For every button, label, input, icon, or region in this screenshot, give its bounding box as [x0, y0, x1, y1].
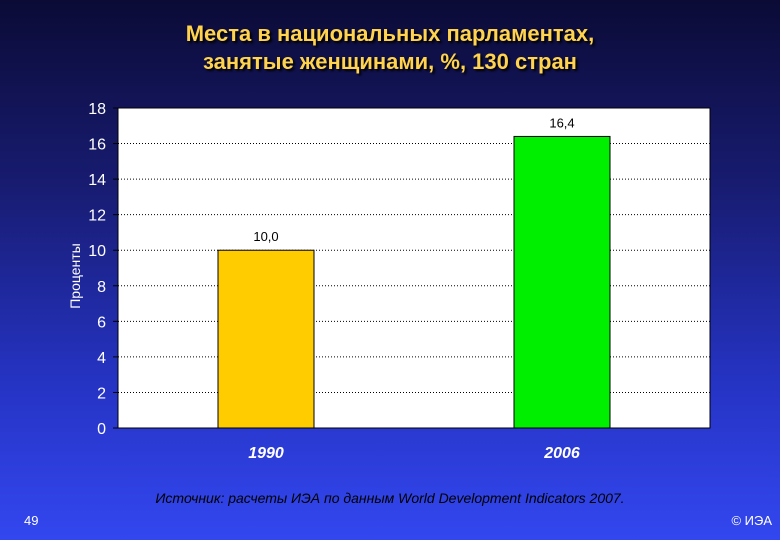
- plot-area: [117, 107, 711, 429]
- y-tick-label: 18: [88, 101, 106, 118]
- y-tick-label: 10: [88, 243, 106, 260]
- y-tick-label: 2: [97, 385, 106, 402]
- bar-2006: [513, 135, 611, 429]
- copyright: © ИЭА: [731, 513, 772, 528]
- x-tick-label-2006: 2006: [543, 445, 580, 462]
- y-tick-label: 14: [88, 172, 106, 189]
- y-tick-label: 16: [88, 137, 106, 154]
- x-tick-label-1990: 1990: [248, 445, 284, 462]
- y-tick-label: 6: [97, 314, 106, 331]
- title-line-1: Места в национальных парламентах,: [185, 21, 595, 46]
- bar-1990: [217, 249, 315, 429]
- data-label-1990: 10,0: [253, 229, 278, 244]
- data-label-2006: 16,4: [549, 115, 574, 130]
- y-tick-label: 0: [97, 421, 106, 438]
- y-tick-label: 8: [97, 279, 106, 296]
- title-line-2: занятые женщинами, %, 130 стран: [203, 49, 577, 74]
- y-tick-label: 12: [88, 208, 106, 225]
- chart-title: Места в национальных парламентах, заняты…: [0, 20, 780, 76]
- page-number: 49: [24, 513, 39, 528]
- y-tick-label: 4: [97, 350, 106, 367]
- y-axis-title: Проценты: [67, 243, 83, 309]
- source-note: Источник: расчеты ИЭА по данным World De…: [155, 490, 625, 506]
